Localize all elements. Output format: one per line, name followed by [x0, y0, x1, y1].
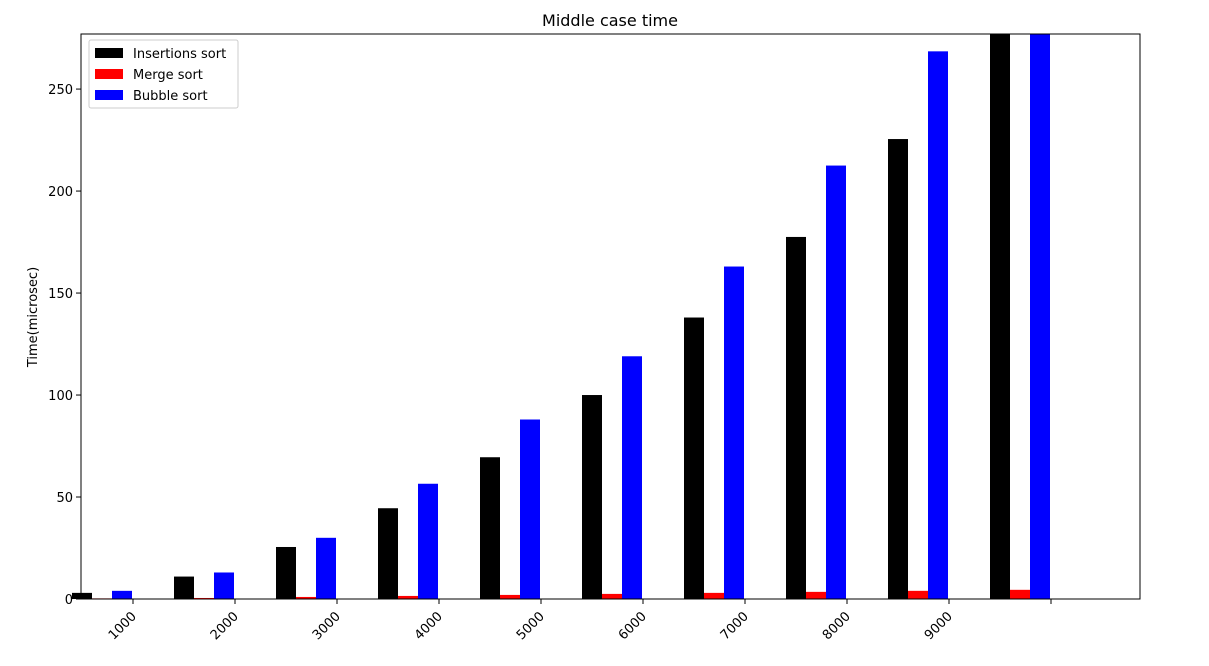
bar-insertions-sort-0: [72, 592, 92, 599]
bar-insertions-sort-5: [582, 395, 602, 599]
legend-swatch-2: [95, 90, 123, 100]
legend-label-0: Insertions sort: [133, 47, 226, 62]
x-tick-label-2: 3000: [310, 609, 344, 643]
x-tick-label-3: 4000: [412, 609, 446, 643]
y-tick-label-0: 0: [65, 593, 73, 608]
y-tick-label-1: 50: [56, 491, 73, 506]
bar-bubble-sort-7: [826, 165, 846, 599]
bar-merge-sort-8: [908, 590, 928, 599]
x-tick-label-0: 1000: [106, 609, 140, 643]
bar-insertions-sort-2: [276, 546, 296, 599]
legend-swatch-0: [95, 48, 123, 58]
bar-bubble-sort-0: [112, 590, 132, 599]
y-tick-label-4: 200: [48, 185, 73, 200]
bar-bubble-sort-9: [1030, 34, 1050, 599]
legend: Insertions sort Merge sort Bubble sort: [88, 39, 239, 109]
bar-insertions-sort-6: [684, 317, 704, 599]
bar-merge-sort-2: [296, 596, 316, 599]
bar-insertions-sort-4: [480, 457, 500, 599]
y-tick-label-3: 150: [48, 287, 73, 302]
y-tick-label-5: 250: [48, 83, 73, 98]
y-tick-label-2: 100: [48, 389, 73, 404]
bar-bubble-sort-3: [418, 483, 438, 599]
bar-merge-sort-7: [806, 591, 826, 599]
x-tick-label-7: 8000: [820, 609, 854, 643]
bar-bubble-sort-5: [622, 356, 642, 599]
bar-bubble-sort-4: [520, 419, 540, 599]
bar-merge-sort-1: [194, 597, 214, 599]
x-tick-label-1: 2000: [208, 609, 242, 643]
bar-bubble-sort-6: [724, 266, 744, 599]
bar-merge-sort-5: [602, 593, 622, 599]
x-tick-label-6: 7000: [718, 609, 752, 643]
bar-bubble-sort-8: [928, 51, 948, 600]
x-tick-label-4: 5000: [514, 609, 548, 643]
plot-frame: [80, 33, 1141, 600]
bar-bubble-sort-2: [316, 537, 336, 599]
chart-title: Middle case time: [542, 11, 678, 30]
bar-insertions-sort-8: [888, 139, 908, 600]
bar-insertions-sort-1: [174, 576, 194, 599]
legend-label-2: Bubble sort: [133, 89, 208, 104]
x-tick-label-5: 6000: [616, 609, 650, 643]
legend-swatch-1: [95, 69, 123, 79]
legend-label-1: Merge sort: [133, 68, 203, 83]
bar-merge-sort-9: [1010, 589, 1030, 599]
bar-merge-sort-6: [704, 592, 724, 599]
bar-merge-sort-4: [500, 594, 520, 599]
x-tick-label-8: 9000: [922, 609, 956, 643]
bar-insertions-sort-3: [378, 508, 398, 599]
y-axis: 0 50 100 150 200 250: [48, 83, 81, 608]
bar-bubble-sort-1: [214, 572, 234, 599]
bar-merge-sort-3: [398, 595, 418, 599]
bars-group: [72, 34, 1050, 600]
y-axis-label: Time(microsec): [26, 267, 41, 368]
legend-box: [88, 39, 239, 109]
x-axis: 1000 2000 3000 4000 5000 6000 7000 8000 9000: [106, 599, 1052, 643]
bar-insertions-sort-7: [786, 236, 806, 599]
bar-insertions-sort-9: [990, 34, 1010, 599]
